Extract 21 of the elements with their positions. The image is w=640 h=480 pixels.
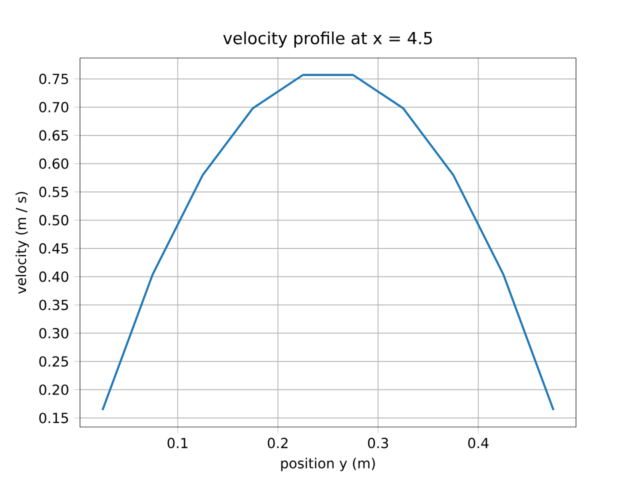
y-tick-label: 0.20	[39, 384, 68, 395]
y-tick-label: 0.50	[39, 214, 68, 226]
x-tick-label: 0.3	[368, 438, 388, 448]
y-axis-title: velocity (m / s)	[15, 192, 29, 294]
y-tick-label: 0.70	[39, 102, 68, 112]
x-tick-label: 0.1	[168, 438, 188, 448]
y-tick-label: 0.35	[39, 300, 68, 310]
line-series	[102, 74, 555, 412]
y-tick-label: 0.60	[39, 158, 68, 169]
x-tick-label: 0.4	[468, 438, 489, 448]
y-tick-label: 0.65	[39, 130, 68, 141]
y-tick-label: 0.25	[39, 356, 68, 367]
y-tick-label: 0.75	[39, 74, 68, 84]
x-tick-label: 0.2	[268, 438, 288, 448]
y-tick-label: 0.15	[39, 412, 68, 424]
x-axis-title: position y (m)	[281, 458, 375, 472]
y-tick-label: 0.55	[39, 186, 68, 198]
chart-title: velocity profile at x = 4.5	[223, 32, 432, 48]
y-tick-label: 0.30	[39, 328, 68, 338]
y-tick-label: 0.45	[39, 243, 68, 254]
y-tick-label: 0.40	[39, 271, 68, 282]
